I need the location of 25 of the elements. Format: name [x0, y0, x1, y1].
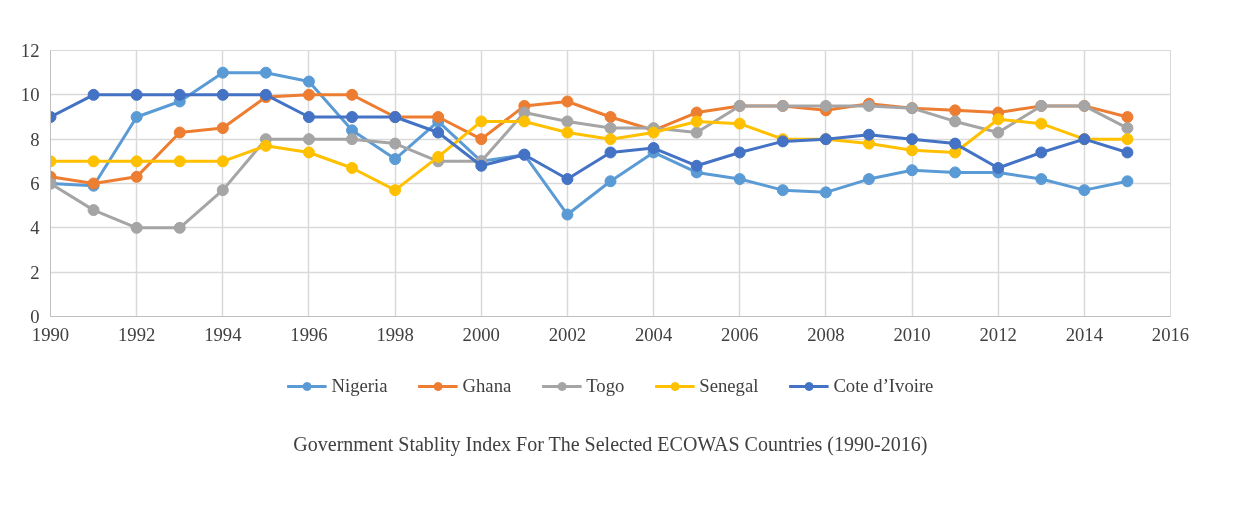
x-tick-label: 1996 [290, 323, 328, 345]
x-tick-label: 2002 [548, 323, 587, 345]
legend-label: Senegal [699, 375, 759, 397]
x-tick-label: 2016 [1151, 323, 1190, 345]
x-tick-label: 1998 [376, 323, 414, 345]
y-tick-label: 8 [30, 128, 40, 150]
y-tick-label: 10 [20, 84, 40, 106]
legend-label: Ghana [462, 375, 512, 397]
x-tick-label: 2000 [462, 323, 500, 345]
y-tick-label: 2 [30, 261, 40, 283]
y-tick-label: 12 [20, 40, 40, 61]
x-tick-label: 2012 [979, 323, 1017, 345]
y-tick-label: 6 [30, 173, 40, 194]
x-tick-label: 2010 [893, 323, 931, 345]
x-tick-label: 2006 [721, 323, 759, 345]
legend-label: Togo [586, 375, 625, 397]
x-tick-label: 2004 [634, 323, 673, 345]
x-tick-label: 2008 [807, 323, 845, 345]
legend-label: Nigeria [331, 375, 388, 397]
legend-label: Cote d’Ivoire [833, 375, 934, 397]
text: Government Stablity Index For The Selected ECOWAS Countries (1990-2016) [293, 432, 928, 456]
y-tick-label: 4 [30, 217, 41, 239]
x-tick-label: 2014 [1065, 323, 1104, 345]
x-tick-label: 1994 [204, 323, 243, 345]
x-tick-label: 1992 [118, 323, 156, 345]
